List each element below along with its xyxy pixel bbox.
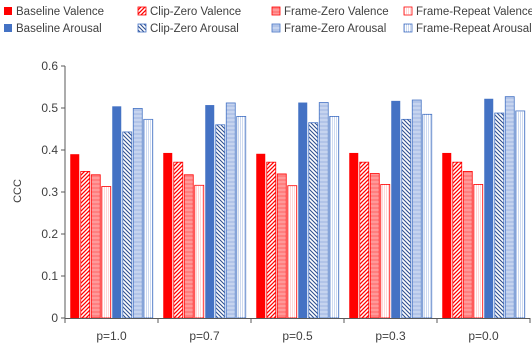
y-tick-label: 0.2 bbox=[41, 227, 58, 241]
y-axis: 0 0.1 0.2 0.3 0.4 0.5 0.6 bbox=[41, 59, 66, 325]
bar bbox=[422, 113, 433, 319]
bar bbox=[70, 154, 80, 318]
bar bbox=[256, 153, 266, 318]
bar bbox=[442, 152, 452, 318]
bar bbox=[380, 184, 391, 319]
legend-label: Frame-Repeat Arousal bbox=[416, 23, 532, 35]
legend-label: Baseline Valence bbox=[16, 6, 104, 18]
legend-swatch bbox=[271, 6, 281, 16]
bar bbox=[401, 118, 412, 319]
bar bbox=[112, 106, 122, 318]
legend-swatch bbox=[403, 6, 413, 16]
bar bbox=[80, 171, 91, 319]
legend-swatch bbox=[137, 23, 147, 33]
y-tick-label: 0.3 bbox=[41, 185, 58, 199]
x-tick-label: p=0.5 bbox=[282, 329, 313, 343]
bar bbox=[236, 116, 247, 319]
legend-label: Clip-Zero Valence bbox=[150, 6, 241, 18]
y-axis-label: CCC bbox=[12, 179, 24, 203]
y-tick-label: 0 bbox=[51, 311, 58, 325]
bar bbox=[298, 102, 308, 318]
bar-series bbox=[70, 96, 526, 319]
bar bbox=[183, 174, 194, 319]
legend-label: Frame-Repeat Valence bbox=[416, 6, 532, 18]
y-tick-label: 0.1 bbox=[41, 269, 58, 283]
x-tick-label: p=0.3 bbox=[375, 329, 406, 343]
bar bbox=[215, 124, 226, 319]
bar bbox=[122, 131, 133, 319]
legend-item: Baseline Arousal bbox=[4, 23, 102, 35]
bar bbox=[504, 96, 515, 319]
legend-item: Baseline Valence bbox=[4, 6, 104, 18]
bar bbox=[452, 161, 463, 319]
legend: Baseline Valence Clip-Zero Valence Frame-Z… bbox=[4, 6, 532, 35]
bar bbox=[194, 184, 205, 319]
bar bbox=[276, 173, 287, 319]
y-tick-label: 0.6 bbox=[41, 59, 58, 73]
bar bbox=[163, 152, 173, 318]
bar bbox=[369, 173, 380, 319]
bar bbox=[132, 108, 143, 319]
bar bbox=[308, 122, 319, 319]
bar bbox=[143, 118, 154, 319]
bar bbox=[494, 112, 505, 319]
legend-item: Frame-Zero Arousal bbox=[271, 23, 386, 35]
legend-swatch bbox=[137, 6, 147, 16]
bar bbox=[329, 116, 340, 319]
bar bbox=[173, 161, 184, 319]
bar bbox=[205, 105, 215, 318]
bar bbox=[462, 171, 473, 319]
legend-item: Clip-Zero Valence bbox=[137, 6, 241, 18]
x-tick-label: p=0.0 bbox=[468, 329, 499, 343]
x-axis: p=1.0 p=0.7 p=0.5 p=0.3 p=0.0 bbox=[64, 318, 531, 343]
legend-swatch bbox=[403, 23, 413, 33]
bar bbox=[225, 102, 236, 319]
legend-item: Frame-Repeat Arousal bbox=[403, 23, 532, 35]
bar bbox=[101, 186, 112, 319]
legend-label: Baseline Arousal bbox=[16, 23, 102, 35]
legend-label: Frame-Zero Arousal bbox=[284, 23, 386, 35]
bar bbox=[266, 161, 277, 319]
legend-label: Frame-Zero Valence bbox=[284, 6, 389, 18]
bar bbox=[515, 110, 526, 319]
bar bbox=[349, 152, 359, 318]
legend-swatch bbox=[271, 23, 281, 33]
legend-item: Frame-Zero Valence bbox=[271, 6, 389, 18]
x-tick-label: p=1.0 bbox=[96, 329, 127, 343]
legend-swatch bbox=[4, 7, 12, 15]
legend-label: Clip-Zero Arousal bbox=[150, 23, 239, 35]
legend-item: Frame-Repeat Valence bbox=[403, 6, 532, 18]
bar bbox=[359, 161, 370, 319]
y-tick-label: 0.4 bbox=[41, 143, 58, 157]
bar bbox=[473, 184, 484, 319]
legend-item: Clip-Zero Arousal bbox=[137, 23, 239, 35]
y-tick-label: 0.5 bbox=[41, 101, 58, 115]
bar bbox=[411, 99, 422, 319]
x-tick-label: p=0.7 bbox=[189, 329, 220, 343]
legend-swatch bbox=[4, 24, 12, 32]
bar bbox=[484, 98, 494, 318]
bar bbox=[287, 185, 298, 319]
bar bbox=[90, 174, 101, 319]
bar bbox=[318, 102, 329, 319]
bar bbox=[391, 100, 401, 318]
